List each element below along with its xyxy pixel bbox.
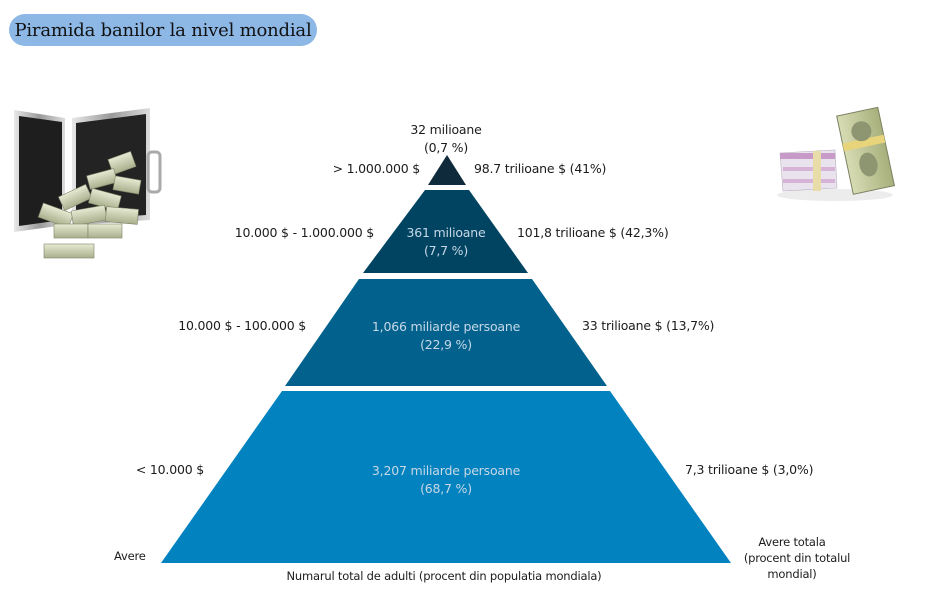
briefcase-money-icon (14, 108, 162, 259)
adults-axis-label: Numarul total de adulti (procent din pop… (286, 569, 602, 583)
tier-4-shape (161, 391, 731, 563)
tier-3-shape (285, 279, 607, 386)
total-wealth-label-line2: (procent din totalul (743, 551, 851, 565)
tier-1-adults: 32 milioane (410, 122, 482, 137)
tier-2-adults: 361 milioane (406, 225, 486, 240)
tier-1-total-wealth: 98.7 trilioane $ (41%) (474, 161, 607, 176)
page-title: Piramida banilor la nivel mondial (9, 14, 317, 46)
tier-2-shape (363, 190, 528, 273)
total-wealth-label-line3: mondial) (767, 567, 817, 581)
tier-3-total-wealth: 33 trilioane $ (13,7%) (582, 318, 715, 333)
total-wealth-label-line1: Avere totala (758, 535, 826, 549)
wealth-axis-label: Avere (114, 549, 146, 563)
tier-3-adults-pct: (22,9 %) (420, 337, 472, 352)
tier-4-adults-pct: (68,7 %) (420, 481, 472, 496)
tier-2-adults-pct: (7,7 %) (423, 243, 469, 258)
tier-3-wealth-range: 10.000 $ - 100.000 $ (178, 318, 306, 333)
tier-4-adults: 3,207 miliarde persoane (371, 463, 521, 478)
tier-2-wealth-range: 10.000 $ - 1.000.000 $ (234, 225, 374, 240)
tier-2-total-wealth: 101,8 trilioane $ (42,3%) (517, 225, 669, 240)
tier-4-total-wealth: 7,3 trilioane $ (3,0%) (685, 462, 814, 477)
tier-1-wealth-range: > 1.000.000 $ (332, 161, 421, 176)
tier-4-wealth-range: < 10.000 $ (135, 462, 204, 477)
money-stacks-icon (777, 106, 896, 201)
tier-1-shape (428, 155, 466, 185)
tier-3-adults: 1,066 miliarde persoane (371, 319, 521, 334)
tier-1-adults-pct: (0,7 %) (423, 140, 469, 155)
